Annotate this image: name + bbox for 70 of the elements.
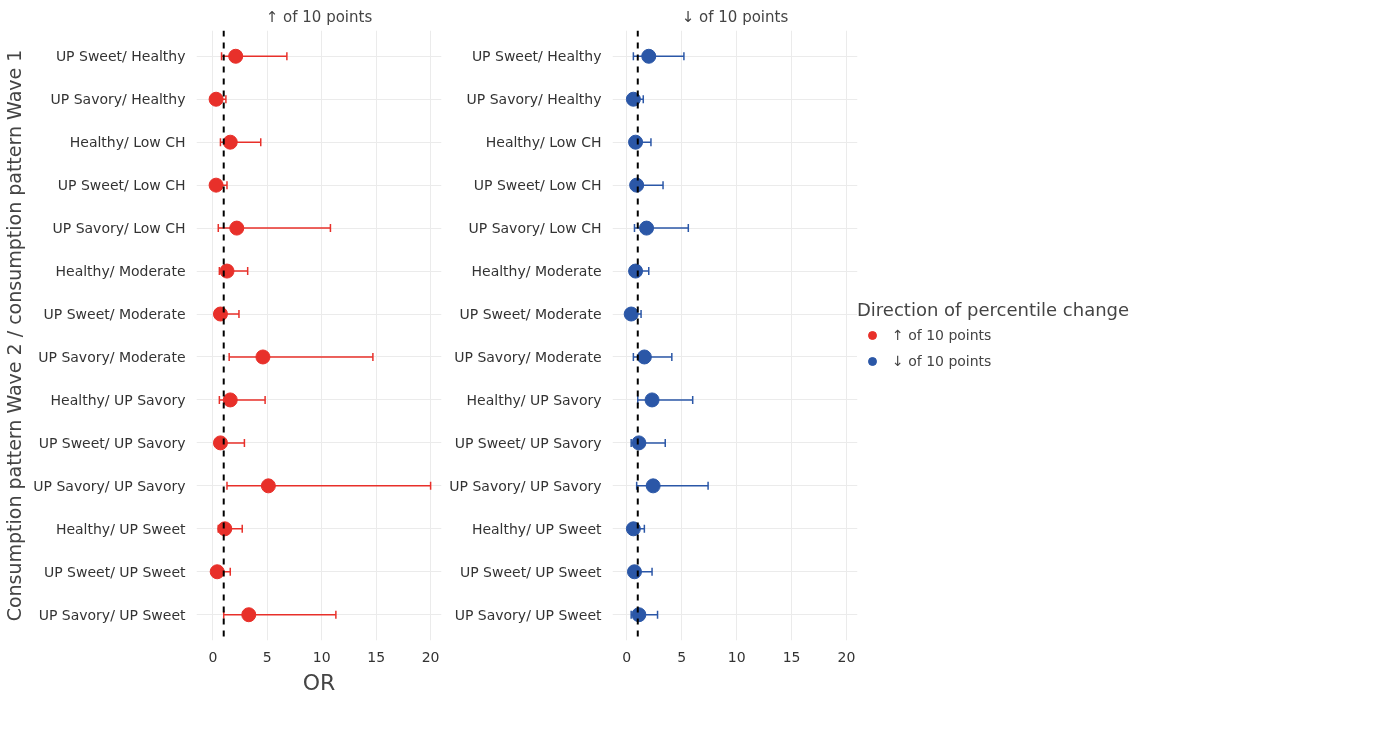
y-tick-label: Healthy/ Moderate: [55, 263, 186, 280]
point: [625, 521, 641, 537]
y-tick-label: Healthy/ Low CH: [69, 134, 186, 151]
point: [241, 607, 257, 623]
x-tick-label: 20: [837, 648, 856, 665]
y-tick-label: UP Sweet/ UP Savory: [454, 434, 602, 451]
y-tick-label: UP Savory/ UP Sweet: [454, 606, 603, 623]
point: [636, 349, 652, 365]
point: [219, 263, 235, 279]
legend-title: Direction of percentile change: [857, 299, 1130, 320]
x-tick-label: 20: [421, 648, 440, 665]
y-tick-label: UP Sweet/ UP Sweet: [459, 563, 603, 580]
point: [228, 48, 244, 64]
x-axis-title: OR: [302, 669, 336, 695]
point: [217, 521, 233, 537]
y-tick-label: UP Savory/ UP Sweet: [38, 606, 187, 623]
point: [626, 564, 642, 580]
y-tick-label: Healthy/ UP Savory: [466, 391, 602, 408]
point: [255, 349, 271, 365]
point: [229, 220, 245, 236]
point: [628, 263, 644, 279]
y-tick-label: UP Sweet/ Healthy: [55, 48, 186, 65]
y-tick-label: UP Sweet/ Moderate: [459, 306, 602, 323]
y-tick-label: UP Savory/ Moderate: [454, 348, 602, 365]
point: [623, 306, 639, 322]
x-tick-label: 0: [208, 648, 218, 665]
point: [641, 48, 657, 64]
chart-title: ↓ of 10 points: [681, 7, 789, 26]
y-tick-label: UP Sweet/ Low CH: [473, 177, 602, 194]
y-tick-label: UP Savory/ Healthy: [50, 91, 186, 108]
point: [645, 478, 661, 494]
y-tick-label: UP Savory/ Low CH: [52, 220, 186, 237]
y-tick-label: UP Sweet/ Low CH: [57, 177, 186, 194]
x-tick-label: 0: [622, 648, 632, 665]
point: [260, 478, 276, 494]
point: [212, 306, 228, 322]
point: [628, 134, 644, 150]
y-tick-label: UP Savory/ UP Savory: [33, 477, 186, 494]
y-tick-label: Healthy/ Low CH: [485, 134, 602, 151]
y-tick-label: Healthy/ UP Savory: [50, 391, 186, 408]
x-tick-label: 10: [727, 648, 746, 665]
x-tick-label: 10: [312, 648, 331, 665]
y-tick-label: UP Sweet/ Healthy: [471, 48, 602, 65]
y-tick-label: UP Sweet/ Moderate: [43, 306, 186, 323]
y-tick-label: Healthy/ UP Sweet: [471, 520, 603, 537]
y-tick-label: Healthy/ UP Sweet: [55, 520, 187, 537]
point: [631, 435, 647, 451]
point: [644, 392, 660, 408]
x-tick-label: 15: [782, 648, 801, 665]
point: [208, 91, 224, 107]
point: [212, 435, 228, 451]
y-tick-label: UP Savory/ Moderate: [38, 348, 186, 365]
y-tick-label: Healthy/ Moderate: [471, 263, 602, 280]
x-tick-label: 5: [262, 648, 272, 665]
legend-label: ↑ of 10 points: [892, 327, 992, 343]
legend-label: ↓ of 10 points: [892, 353, 992, 369]
chart-title: ↑ of 10 points: [265, 7, 373, 26]
point: [639, 220, 655, 236]
x-tick-label: 5: [677, 648, 687, 665]
point: [208, 177, 224, 193]
point: [222, 392, 238, 408]
point: [209, 564, 225, 580]
y-tick-label: UP Savory/ Healthy: [466, 91, 602, 108]
y-tick-label: UP Sweet/ UP Sweet: [43, 563, 187, 580]
y-tick-label: UP Savory/ UP Savory: [449, 477, 602, 494]
y-tick-label: UP Savory/ Low CH: [468, 220, 602, 237]
point: [222, 134, 238, 150]
x-tick-label: 15: [367, 648, 386, 665]
y-axis-title: Consumption pattern Wave 2 / consumption pattern Wave 1: [3, 49, 26, 622]
y-tick-label: UP Sweet/ UP Savory: [38, 434, 186, 451]
